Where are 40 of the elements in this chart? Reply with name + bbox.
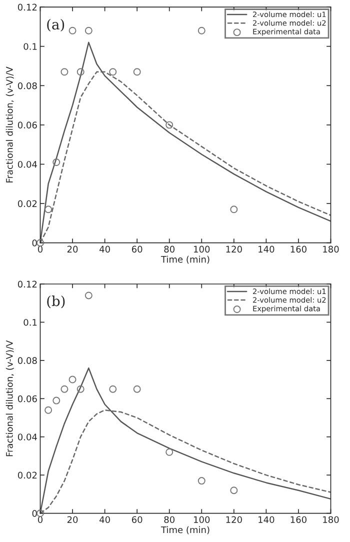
- x-tick-label: 160: [290, 246, 306, 253]
- y-tick-label: 0.1: [24, 318, 37, 326]
- annotation: (a): [47, 18, 64, 32]
- x-tick-label: 60: [132, 246, 142, 253]
- x-tick-label: 80: [164, 246, 175, 253]
- x-tick-label: 180: [323, 516, 339, 524]
- y-tick-label: 0.04: [18, 160, 37, 168]
- x-tick-label: 80: [164, 516, 175, 524]
- x-tick-label: 60: [132, 516, 142, 524]
- x-axis-title: Time (min): [160, 256, 210, 264]
- x-tick-label: 120: [226, 516, 242, 524]
- annotation: (b): [47, 295, 65, 308]
- x-tick-label: 100: [194, 246, 210, 253]
- y-tick-label: 0.02: [18, 472, 37, 479]
- x-tick-label: 20: [67, 246, 78, 253]
- x-tick-label: 0: [38, 516, 43, 524]
- y-tick-label: 0.1: [24, 43, 37, 50]
- x-tick-label: 0: [38, 246, 43, 253]
- x-tick-label: 100: [194, 516, 210, 524]
- x-tick-label: 40: [100, 246, 110, 253]
- x-tick-label: 140: [258, 246, 274, 253]
- y-tick-label: 0.08: [18, 82, 37, 90]
- y-tick-label: 0: [32, 240, 37, 246]
- y-tick-label: 0.12: [18, 280, 37, 288]
- x-tick-label: 160: [290, 516, 306, 524]
- y-axis-title: Fractional dilution, (v-V)/V: [6, 66, 14, 182]
- y-tick-label: 0.06: [18, 395, 37, 402]
- y-tick-label: 0.12: [18, 4, 37, 11]
- y-tick-label: 0.06: [18, 122, 37, 128]
- x-tick-label: 20: [67, 516, 78, 524]
- x-tick-label: 40: [100, 516, 110, 524]
- y-tick-label: 0.02: [18, 200, 37, 208]
- x-axis-title: Time (min): [160, 526, 210, 534]
- y-tick-label: 0.04: [18, 434, 37, 440]
- x-tick-label: 120: [226, 246, 242, 253]
- x-tick-label: 180: [323, 246, 339, 253]
- y-tick-label: 0: [32, 510, 37, 517]
- y-tick-label: 0.08: [18, 357, 37, 364]
- x-tick-label: 140: [258, 516, 274, 524]
- y-axis-title: Fractional dilution, (v-V)/V: [6, 340, 14, 456]
